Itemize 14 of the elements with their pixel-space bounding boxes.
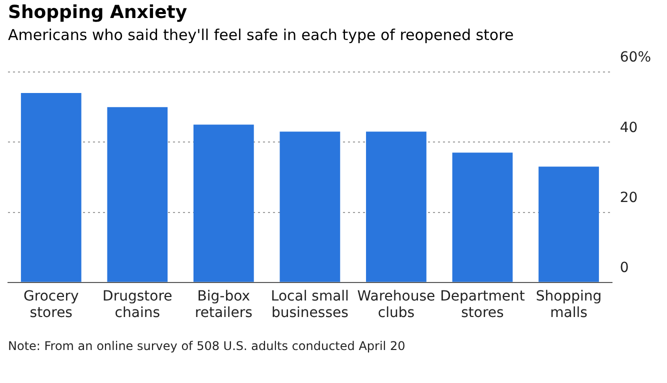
chart-subtitle: Americans who said they'll feel safe in each type of reopened store: [8, 26, 514, 44]
y-tick-label: 40: [620, 120, 638, 136]
y-tick-label: 60%: [620, 50, 652, 66]
y-tick-label: 0: [620, 260, 629, 276]
y-tick-label: 20: [620, 190, 638, 206]
x-tick-label: Big-box retailers: [194, 288, 252, 322]
text: Note: From an online survey of 508 U.S. adults conducted April 20: [8, 338, 406, 354]
x-tick-label: Warehouse clubs: [357, 288, 436, 322]
x-tick-label: Drugstore chains: [102, 288, 172, 322]
x-tick-label: Department stores: [440, 288, 526, 322]
x-tick-label: Local small businesses: [270, 288, 349, 322]
x-tick-label: Shopping malls: [536, 288, 602, 322]
x-tick-label: Grocery stores: [24, 288, 79, 322]
chart-title: Shopping Anxiety: [8, 2, 188, 23]
